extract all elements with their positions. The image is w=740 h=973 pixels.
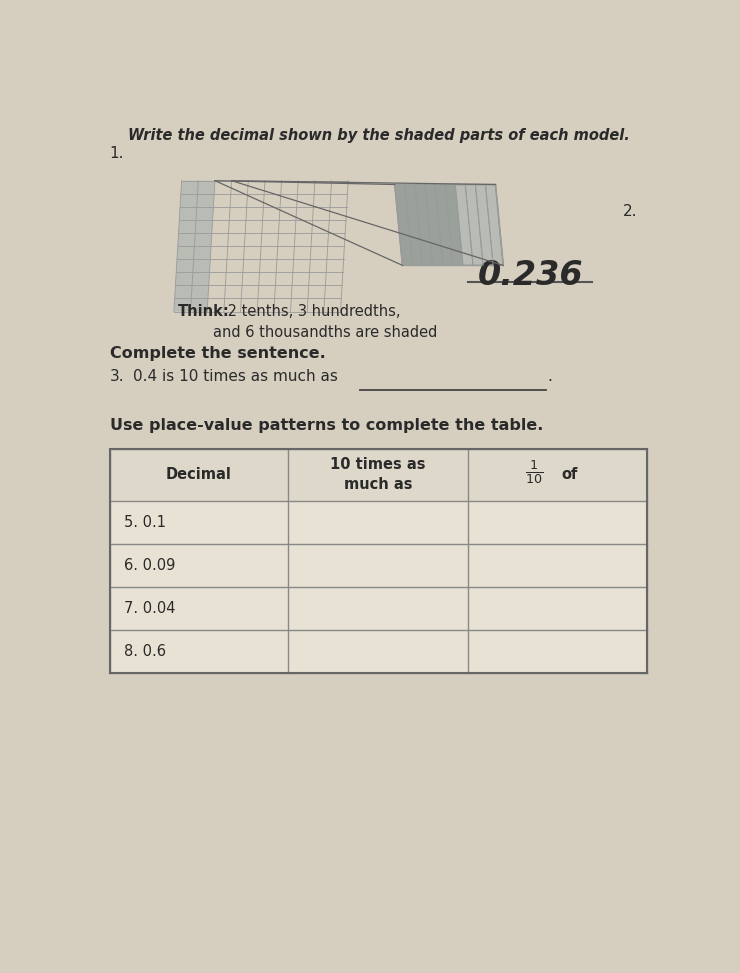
Text: and 6 thousandths are shaded: and 6 thousandths are shaded xyxy=(212,325,437,341)
Text: Complete the sentence.: Complete the sentence. xyxy=(110,346,326,361)
Text: 8. 0.6: 8. 0.6 xyxy=(124,644,166,660)
Text: 0.236: 0.236 xyxy=(477,259,583,292)
Text: .: . xyxy=(548,370,552,384)
Bar xyxy=(110,449,647,501)
Text: 5. 0.1: 5. 0.1 xyxy=(124,515,166,530)
Text: 10 times as
much as: 10 times as much as xyxy=(330,457,426,492)
Polygon shape xyxy=(435,185,453,266)
Polygon shape xyxy=(190,181,215,311)
Text: Decimal: Decimal xyxy=(166,467,232,483)
Polygon shape xyxy=(394,185,503,266)
Bar xyxy=(110,449,647,673)
Polygon shape xyxy=(445,185,463,266)
Text: 1.: 1. xyxy=(110,146,124,161)
Text: Write the decimal shown by the shaded parts of each model.: Write the decimal shown by the shaded pa… xyxy=(128,128,630,143)
Text: 2.: 2. xyxy=(623,203,638,219)
Polygon shape xyxy=(415,185,433,266)
Text: 2 tenths, 3 hundredths,: 2 tenths, 3 hundredths, xyxy=(223,304,400,319)
Text: Think:: Think: xyxy=(178,304,229,319)
Polygon shape xyxy=(425,185,443,266)
Bar xyxy=(110,449,647,673)
Text: 7. 0.04: 7. 0.04 xyxy=(124,601,175,616)
Text: 0.4 is 10 times as much as: 0.4 is 10 times as much as xyxy=(132,370,337,384)
Text: of: of xyxy=(561,467,577,483)
Text: 3.: 3. xyxy=(110,370,124,384)
Text: Use place-value patterns to complete the table.: Use place-value patterns to complete the… xyxy=(110,417,543,433)
Polygon shape xyxy=(405,185,423,266)
Text: 6. 0.09: 6. 0.09 xyxy=(124,559,175,573)
Polygon shape xyxy=(174,181,198,311)
Polygon shape xyxy=(394,185,413,266)
Text: $\frac{1}{10}$: $\frac{1}{10}$ xyxy=(525,458,543,486)
